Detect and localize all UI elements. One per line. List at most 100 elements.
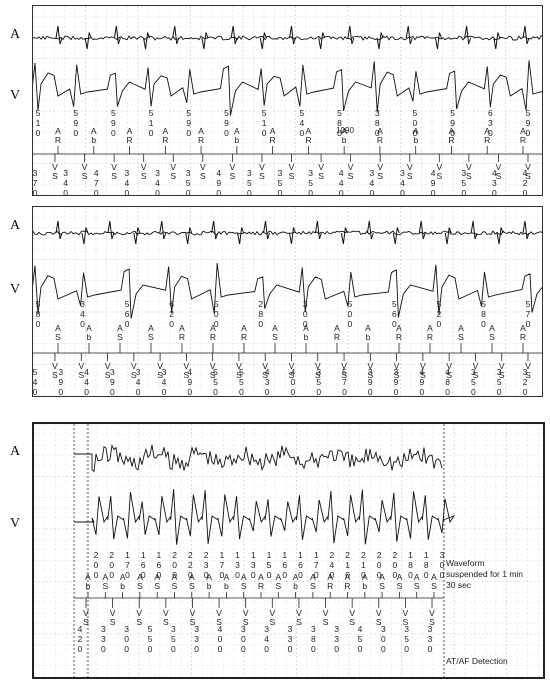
a-interval-label: 4	[370, 178, 375, 188]
v-interval-label: 5	[111, 108, 116, 118]
atrial-marker: A	[210, 323, 216, 333]
v-interval-label: 5	[526, 108, 531, 118]
lead-v-label-2: V	[10, 282, 21, 297]
atrial-marker: R	[334, 332, 340, 342]
v-interval-label: 3	[204, 560, 209, 570]
ventricular-marker: S	[403, 617, 409, 627]
atrial-marker: R	[270, 135, 276, 145]
a-interval-label: 0	[311, 644, 316, 654]
a-interval-label: 4	[94, 168, 99, 178]
ventricular-marker: S	[111, 171, 117, 181]
ventricular-marker: V	[496, 162, 502, 172]
a-interval-label: 0	[492, 188, 497, 195]
v-interval-label: 9	[450, 118, 455, 128]
atrial-marker: b	[91, 135, 96, 145]
a-interval-label: 9	[216, 178, 221, 188]
atrial-marker: A	[427, 323, 433, 333]
a-interval-label: 3	[404, 624, 409, 634]
v-interval-label: 0	[413, 118, 418, 128]
atrial-deflection	[55, 220, 63, 240]
a-interval-label: 9	[187, 377, 192, 387]
atrial-marker: R	[179, 332, 185, 342]
ventricular-marker: S	[318, 171, 324, 181]
atrial-marker: A	[148, 323, 154, 333]
v-interval-label: 6	[141, 560, 146, 570]
v-interval-label: 1	[267, 550, 272, 560]
a-interval-label: 0	[428, 644, 433, 654]
a-interval-label: 0	[33, 188, 38, 195]
atrial-marker: S	[117, 332, 123, 342]
atrial-marker: A	[55, 323, 61, 333]
atrial-marker: A	[379, 572, 385, 582]
a-interval-label: 5	[497, 377, 502, 387]
atrial-marker: A	[275, 572, 281, 582]
atrial-marker: A	[306, 126, 312, 136]
a-interval-label: 5	[316, 377, 321, 387]
v-interval-label: 0	[408, 570, 413, 580]
atrial-marker: S	[137, 581, 143, 591]
v-interval-label: 0	[377, 570, 382, 580]
ventricular-marker: S	[243, 617, 249, 627]
ventricular-marker: S	[236, 370, 242, 380]
atrial-deflection	[464, 25, 472, 45]
atrial-marker: b	[293, 581, 298, 591]
v-interval-label: 1	[424, 550, 429, 560]
atrial-marker: A	[449, 126, 455, 136]
a-interval-label: 5	[308, 178, 313, 188]
atrial-marker: S	[489, 332, 495, 342]
a-interval-label: 5	[247, 178, 252, 188]
ventricular-marker: V	[525, 162, 531, 172]
a-interval-label: 5	[461, 178, 466, 188]
ventricular-marker: S	[473, 370, 479, 380]
atrial-marker: S	[397, 581, 403, 591]
v-interval-label: 5	[224, 108, 229, 118]
v-interval-label: 0	[413, 128, 418, 138]
atrial-marker: A	[272, 323, 278, 333]
a-interval-label: 3	[334, 634, 339, 644]
a-interval-label: 9	[431, 178, 436, 188]
atrial-marker: S	[189, 581, 195, 591]
a-interval-label: 3	[334, 624, 339, 634]
v-interval-label: 0	[392, 319, 397, 329]
traces-2: 580340560620500280300500560520580570ASAb…	[33, 220, 542, 396]
v-interval-label: 3	[251, 560, 256, 570]
atrial-marker: A	[396, 323, 402, 333]
atrial-marker: A	[484, 126, 490, 136]
ventricular-marker: S	[184, 370, 190, 380]
atrial-marker: A	[189, 572, 195, 582]
a-interval-label: 0	[186, 188, 191, 195]
atrial-marker: S	[172, 581, 178, 591]
ventricular-marker: S	[141, 171, 147, 181]
ventricular-marker: S	[216, 617, 222, 627]
a-interval-label: 4	[136, 377, 141, 387]
v-interval-label: 0	[73, 128, 78, 138]
ventricular-marker: S	[52, 171, 58, 181]
v-interval-label: 0	[204, 570, 209, 580]
ventricular-marker: S	[289, 370, 295, 380]
v-interval-label: 2	[169, 309, 174, 319]
v-interval-label: 2	[437, 309, 442, 319]
ventricular-marker: V	[499, 361, 505, 371]
a-interval-label: 9	[394, 377, 399, 387]
ventricular-marker: S	[429, 617, 435, 627]
ventricular-marker: V	[78, 361, 84, 371]
ventricular-marker: V	[82, 162, 88, 172]
a-interval-label: 5	[342, 367, 347, 377]
v-interval-label: 0	[149, 128, 154, 138]
ventricular-marker: V	[318, 162, 324, 172]
ventricular-marker: V	[420, 361, 426, 371]
atrial-deflection	[133, 227, 141, 245]
a-interval-label: 0	[84, 387, 89, 396]
a-interval-label: 3	[264, 624, 269, 634]
a-interval-label: 3	[497, 367, 502, 377]
v-interval-label: 0	[109, 570, 114, 580]
v-interval-label: 2	[377, 550, 382, 560]
ventricular-marker: V	[341, 361, 347, 371]
a-interval-label: 4	[78, 624, 83, 634]
v-interval-label: 0	[186, 128, 191, 138]
ventricular-marker: S	[230, 171, 236, 181]
a-interval-label: 3	[186, 168, 191, 178]
v-interval-label: 3	[440, 550, 445, 560]
atrial-marker: A	[241, 572, 247, 582]
